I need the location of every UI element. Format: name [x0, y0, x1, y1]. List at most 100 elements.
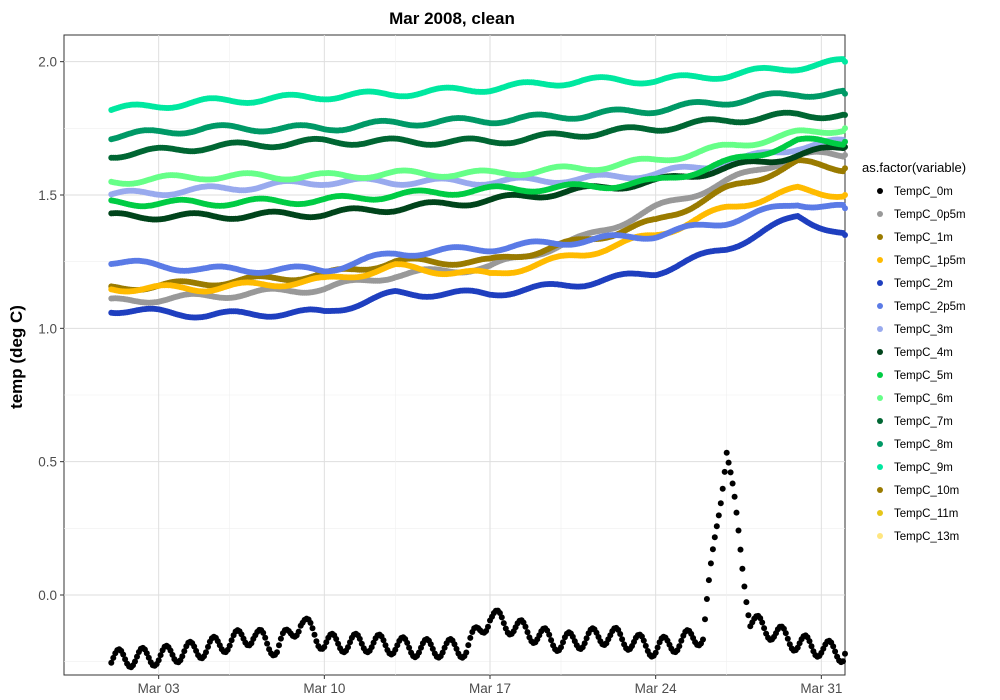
data-point [830, 643, 837, 650]
legend-label: TempC_0m [894, 186, 953, 198]
data-point [309, 625, 316, 632]
series-TempC_6m [108, 125, 848, 187]
legend-key [877, 234, 883, 240]
data-point [276, 642, 282, 649]
y-tick-label: 0.0 [38, 588, 57, 603]
data-point [453, 645, 460, 652]
series-TempC_8m [108, 87, 848, 143]
legend-title: as.factor(variable) [862, 160, 966, 175]
y-tick-label: 1.5 [38, 188, 57, 203]
data-point [465, 642, 472, 649]
data-point [700, 636, 706, 643]
data-point [110, 654, 117, 661]
y-tick-label: 2.0 [38, 55, 57, 70]
data-point [264, 640, 271, 647]
series-TempC_0m [108, 449, 848, 671]
data-point [581, 640, 588, 647]
data-point [619, 636, 626, 643]
data-point [721, 468, 728, 475]
data-point [842, 90, 848, 97]
data-point [842, 138, 848, 145]
data-point [500, 620, 507, 627]
legend-key [877, 418, 883, 424]
data-point [546, 631, 553, 638]
data-point [347, 639, 353, 646]
data-point [715, 512, 722, 519]
data-point [441, 644, 448, 651]
data-point [418, 644, 424, 651]
data-point [842, 165, 848, 172]
x-tick-label: Mar 24 [635, 681, 678, 696]
data-point [702, 616, 708, 623]
data-point [711, 534, 718, 541]
legend-label: TempC_0p5m [894, 209, 966, 221]
data-point [842, 192, 848, 198]
legend-key [877, 257, 883, 263]
x-tick-label: Mar 31 [800, 681, 842, 696]
data-point [759, 619, 766, 626]
data-point [524, 629, 531, 636]
data-point [132, 658, 138, 665]
data-point [157, 652, 164, 659]
data-point [345, 644, 351, 651]
legend-label: TempC_2m [894, 278, 953, 290]
series-TempC_2p5m [108, 201, 848, 276]
data-point [429, 645, 436, 652]
data-point [155, 657, 162, 664]
data-point [311, 631, 318, 638]
data-point [498, 614, 505, 621]
legend-label: TempC_3m [894, 324, 953, 336]
legend-label: TempC_13m [894, 531, 959, 543]
data-point [745, 612, 752, 619]
data-point [260, 629, 267, 636]
data-point [642, 642, 649, 649]
data-point [323, 639, 330, 646]
data-point [380, 637, 387, 644]
data-point [295, 628, 302, 635]
data-point [179, 653, 186, 660]
data-point [717, 500, 724, 507]
data-point [727, 469, 734, 476]
legend-label: TempC_6m [894, 393, 953, 405]
data-point [226, 642, 233, 649]
data-point [181, 648, 188, 655]
data-point [368, 644, 375, 651]
data-point [560, 639, 566, 646]
legend-key [877, 372, 883, 378]
legend-key [877, 510, 883, 516]
legend-label: TempC_7m [894, 416, 953, 428]
legend-label: TempC_1m [894, 232, 953, 244]
data-point [321, 644, 328, 650]
legend-key [877, 533, 883, 539]
data-point [205, 643, 211, 650]
data-point [703, 596, 710, 602]
data-point [725, 459, 732, 466]
data-point [416, 649, 422, 656]
x-tick-label: Mar 03 [138, 681, 180, 696]
data-point [731, 493, 738, 500]
data-point [522, 623, 529, 630]
data-point [707, 560, 714, 567]
series-TempC_7m [108, 109, 848, 161]
series-TempC_2m [108, 213, 848, 321]
data-point [782, 630, 789, 637]
data-point [678, 637, 685, 644]
data-point [439, 649, 446, 656]
legend-label: TempC_1p5m [894, 255, 966, 267]
data-point [108, 659, 115, 666]
legend-key [877, 188, 883, 194]
data-point [333, 636, 340, 642]
data-point [640, 637, 647, 644]
data-point [277, 635, 284, 642]
x-tick-label: Mar 17 [469, 681, 511, 696]
data-point [842, 112, 848, 118]
data-point [733, 509, 740, 516]
data-point [741, 583, 748, 590]
data-point [729, 480, 736, 487]
data-point [358, 640, 365, 647]
legend-key [877, 303, 883, 309]
x-tick-label: Mar 10 [303, 681, 345, 696]
data-point [228, 637, 235, 644]
data-point [406, 644, 413, 651]
